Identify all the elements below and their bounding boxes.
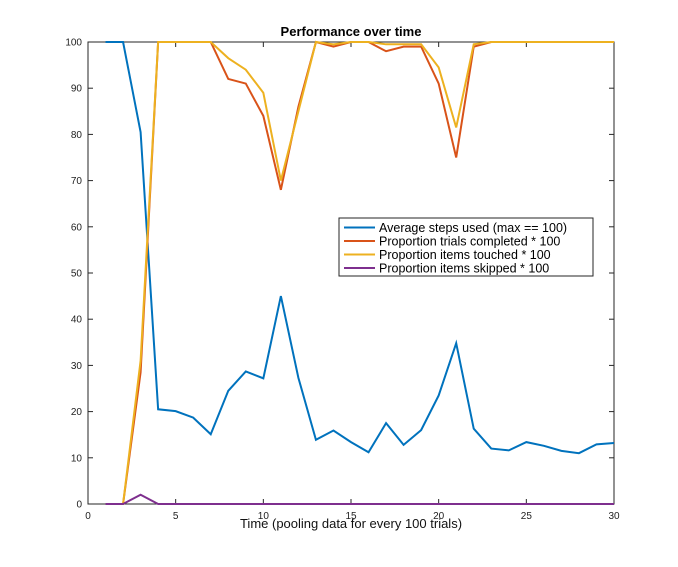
y-tick-label: 60 [71,222,83,233]
x-tick-label: 0 [85,511,91,522]
legend-box [338,217,594,277]
y-tick-label: 40 [71,315,83,326]
series-line-4 [105,493,614,505]
y-tick-label: 30 [71,361,83,372]
chart-title: Performance over time [281,24,422,39]
legend-entry-label: Proportion trials completed * 100 [379,235,560,249]
x-tick-label: 20 [433,511,445,522]
y-tick-label: 20 [71,407,83,418]
x-tick-label: 10 [258,511,270,522]
y-axis-ticks: 0 10 20 30 40 50 60 70 80 90 100 [65,38,614,511]
series-line-3 [105,40,614,505]
plot-area: 0 5 10 15 20 25 30 0 10 20 30 40 50 60 70 80 90 100 [65,38,620,523]
y-tick-label: 80 [71,130,83,141]
x-tick-label: 5 [173,511,179,522]
x-axis-label: Time (pooling data for every 100 trials) [240,516,462,531]
x-axis-ticks: 0 5 10 15 20 25 30 [85,42,620,522]
y-tick-label: 70 [71,176,83,187]
y-tick-label: 100 [65,38,82,49]
legend-entry-label: Proportion items skipped * 100 [379,262,549,276]
legend-entry-label: Average steps used (max == 100) [379,221,567,235]
legend-entry-label: Proportion items touched * 100 [379,248,551,262]
x-tick-label: 15 [345,511,357,522]
y-tick-label: 10 [71,453,83,464]
y-tick-label: 0 [76,500,82,511]
series-lines [105,40,615,505]
y-tick-label: 90 [71,84,83,95]
x-tick-label: 25 [521,511,533,522]
series-line-1 [105,41,615,455]
y-tick-label: 50 [71,269,83,280]
legend: Average steps used (max == 100)Proportio… [338,217,594,277]
x-tick-label: 30 [608,511,620,522]
